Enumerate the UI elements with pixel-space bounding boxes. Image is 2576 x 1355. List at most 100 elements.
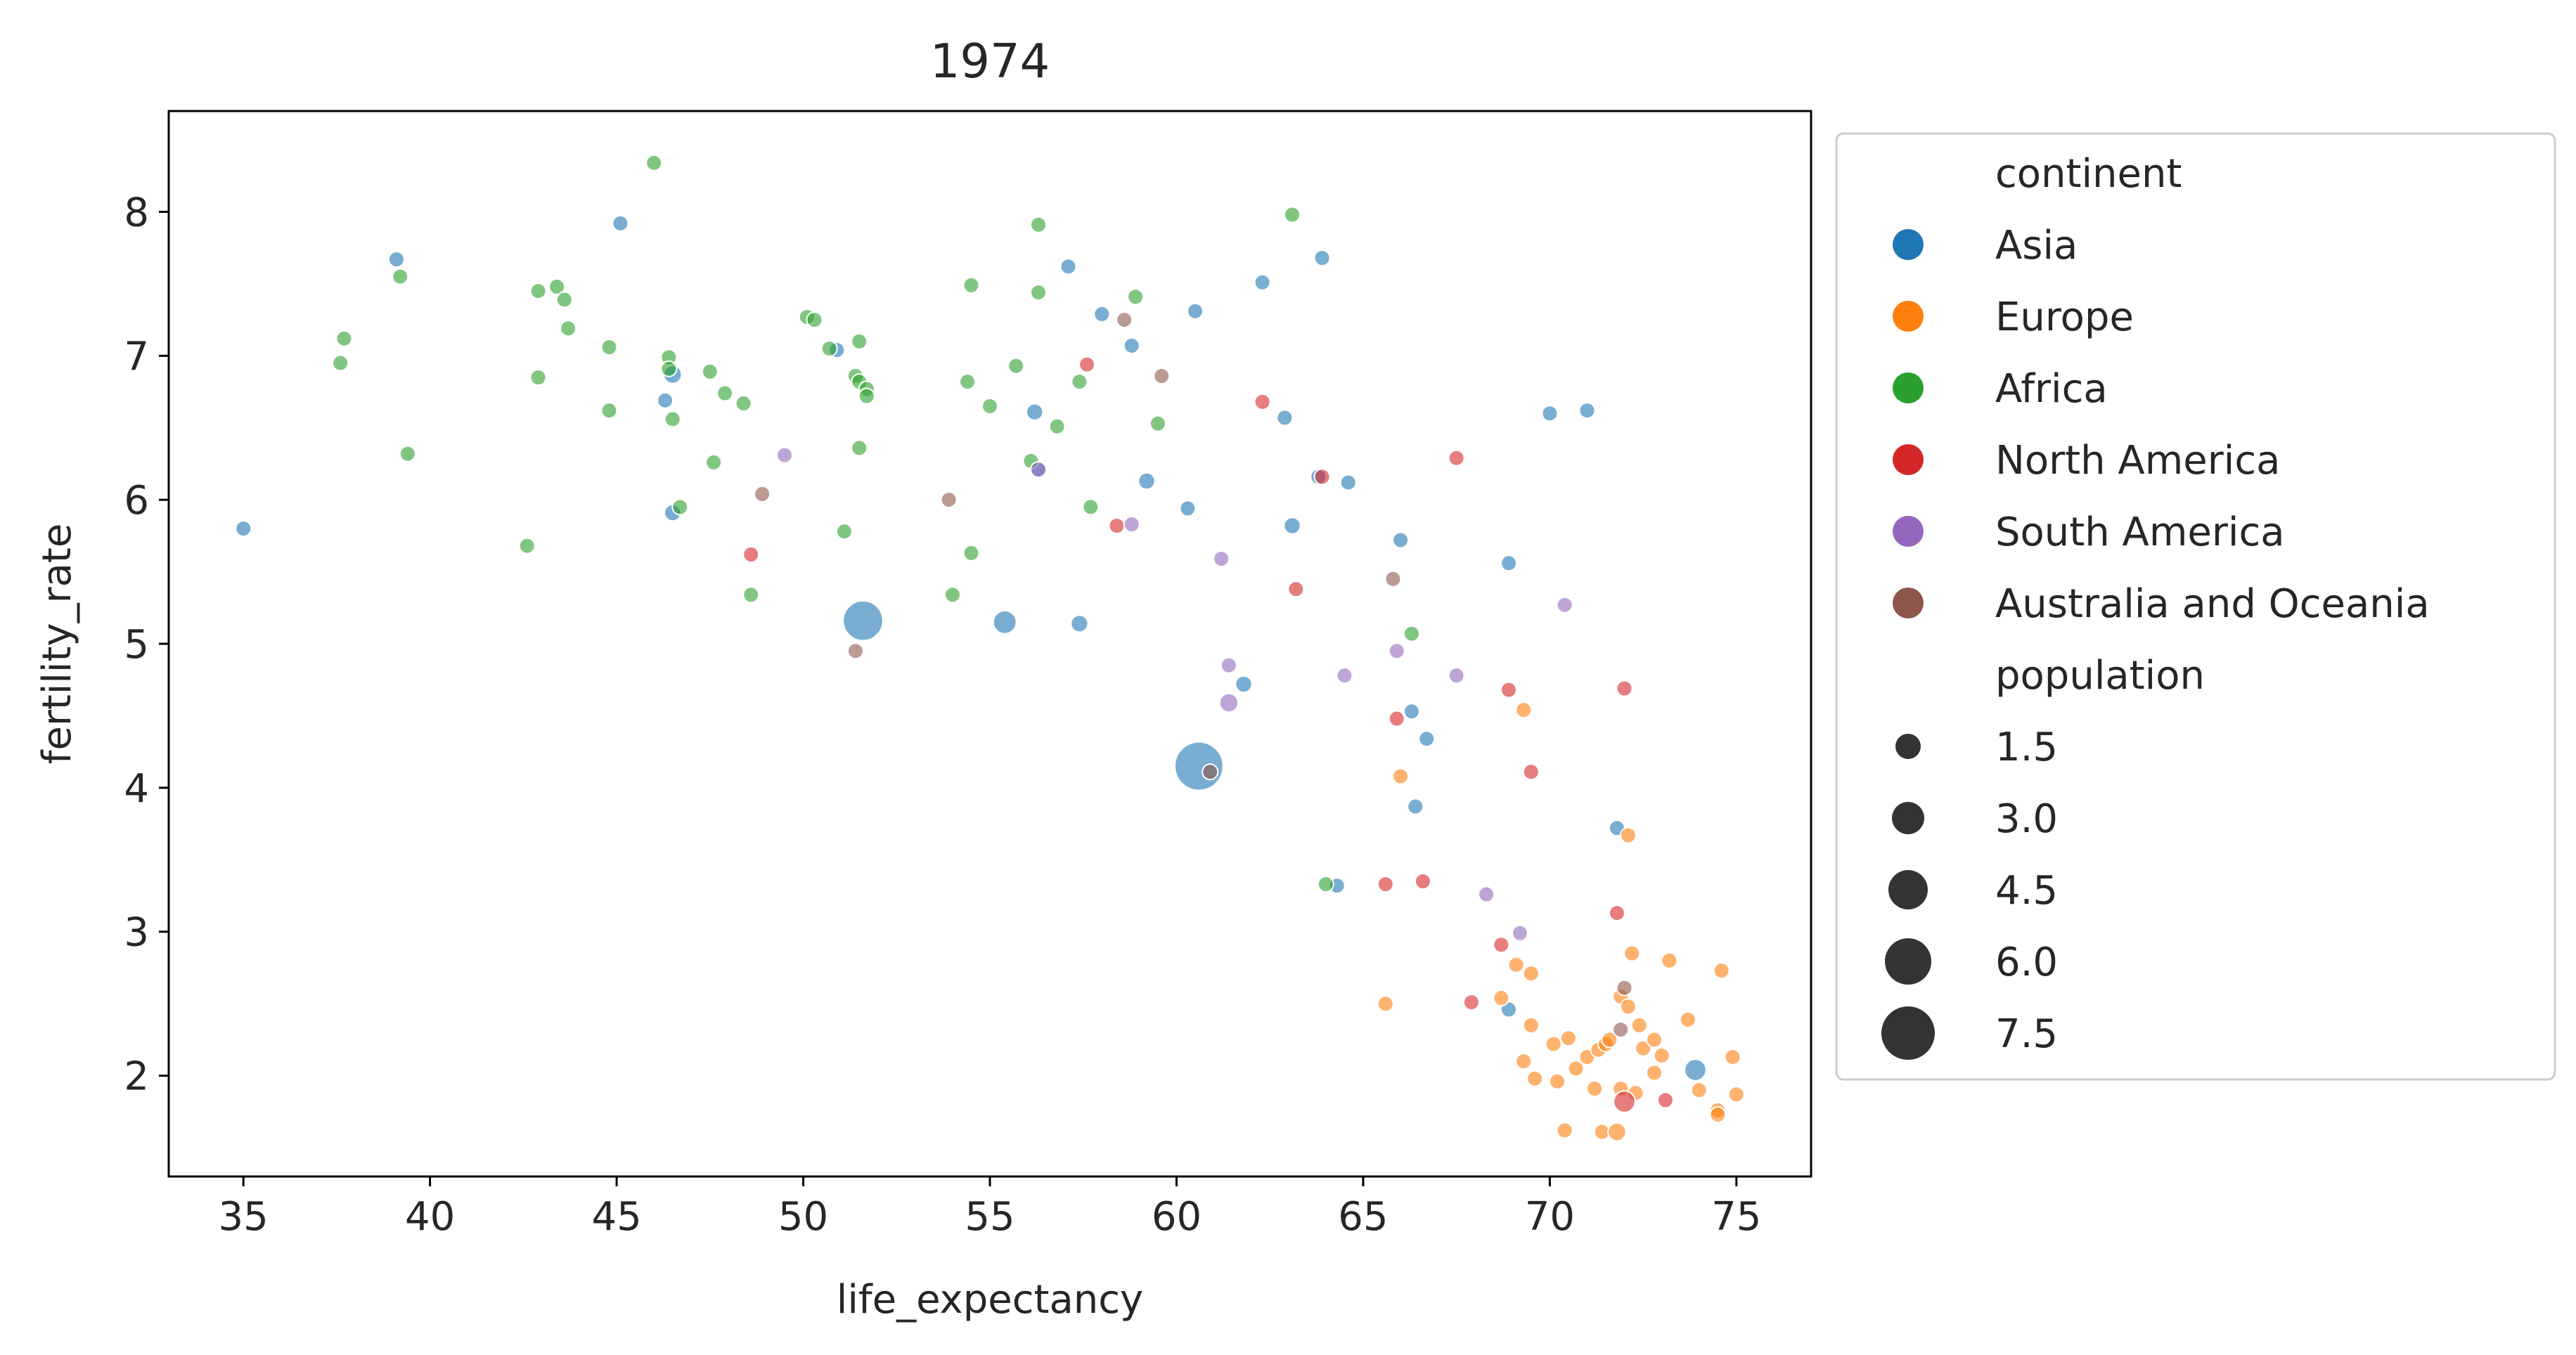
legend-swatch <box>1893 516 1924 547</box>
point <box>1709 1106 1727 1123</box>
series-4 <box>776 446 1573 942</box>
legend-label: North America <box>1995 438 2280 484</box>
x-tick-label: 60 <box>1152 1194 1202 1240</box>
point <box>1646 1064 1663 1082</box>
point <box>1724 1049 1741 1065</box>
point <box>645 154 663 171</box>
point <box>716 384 734 402</box>
point <box>1616 680 1633 697</box>
point <box>1478 886 1495 903</box>
point <box>1317 876 1334 893</box>
point <box>1661 952 1678 969</box>
legend-size-marker <box>1895 734 1921 759</box>
x-axis-label: life_expectancy <box>837 1277 1143 1323</box>
point <box>1179 500 1197 517</box>
legend-hue-title: continent <box>1995 151 2182 197</box>
point <box>555 291 573 309</box>
point <box>1123 516 1140 533</box>
point <box>1060 258 1077 275</box>
point <box>1493 990 1510 1006</box>
point <box>940 491 958 509</box>
point <box>335 330 353 347</box>
legend-swatch <box>1893 588 1924 618</box>
point <box>1377 995 1394 1013</box>
point <box>671 498 689 516</box>
legend-size-marker <box>1888 870 1928 909</box>
point <box>1123 337 1140 354</box>
legend-label: Asia <box>1995 223 2078 268</box>
point <box>1313 468 1331 486</box>
point <box>1500 555 1517 572</box>
point <box>1549 1072 1566 1090</box>
point <box>851 439 868 457</box>
points-layer <box>235 154 1745 1142</box>
point <box>548 278 566 295</box>
point <box>1048 417 1066 435</box>
point <box>1276 409 1294 427</box>
point <box>399 445 416 462</box>
point <box>332 354 349 372</box>
point <box>1635 1039 1652 1057</box>
point <box>1377 876 1394 893</box>
point <box>1202 763 1219 781</box>
point <box>1684 1058 1707 1082</box>
point <box>1403 625 1420 642</box>
point <box>851 332 868 350</box>
x-tick-label: 35 <box>219 1194 269 1240</box>
point <box>1284 206 1301 223</box>
point <box>1213 550 1230 568</box>
point <box>1586 1080 1604 1097</box>
point <box>1545 1035 1562 1053</box>
point <box>1448 449 1465 467</box>
legend-label: Europe <box>1995 294 2134 340</box>
point <box>742 546 760 563</box>
y-tick-label: 6 <box>124 478 149 524</box>
point <box>392 268 409 285</box>
point <box>1679 1011 1696 1028</box>
point <box>1071 373 1088 391</box>
point <box>959 373 977 391</box>
point <box>560 320 577 337</box>
point <box>992 609 1017 635</box>
point <box>1713 962 1730 979</box>
x-tick-label: 40 <box>405 1194 455 1240</box>
point <box>1403 703 1420 720</box>
point <box>1656 1091 1674 1109</box>
legend-size-marker <box>1892 802 1924 834</box>
point <box>1493 936 1510 954</box>
point <box>1339 474 1357 491</box>
point <box>1448 667 1465 685</box>
legend-label: South America <box>1995 510 2285 555</box>
y-axis: 2 3 4 5 6 7 8 <box>124 190 169 1100</box>
legend-swatch <box>1893 229 1924 260</box>
point <box>1384 570 1402 588</box>
point <box>1283 517 1301 535</box>
legend-entries: continent Asia Europe Africa North America So… <box>1881 151 2430 1060</box>
point <box>1149 415 1166 432</box>
x-tick-label: 75 <box>1711 1194 1761 1240</box>
point <box>1727 1086 1745 1103</box>
point <box>529 283 547 300</box>
x-tick-label: 55 <box>965 1194 1015 1240</box>
point <box>1407 798 1424 815</box>
point <box>1619 998 1637 1016</box>
legend-swatch <box>1893 444 1924 475</box>
point <box>962 544 980 562</box>
y-tick-label: 8 <box>124 190 149 235</box>
point <box>846 642 864 660</box>
point <box>776 446 793 464</box>
point <box>612 214 629 232</box>
point <box>1026 403 1044 421</box>
legend-swatch <box>1893 301 1924 332</box>
point <box>1515 1053 1533 1070</box>
point <box>742 586 760 604</box>
point <box>1070 614 1089 633</box>
point <box>705 453 723 471</box>
point <box>1153 368 1171 384</box>
point <box>1522 1016 1540 1034</box>
point <box>1392 767 1409 785</box>
point <box>1522 965 1540 983</box>
point <box>1187 302 1204 320</box>
point <box>664 410 681 428</box>
point <box>518 537 536 555</box>
